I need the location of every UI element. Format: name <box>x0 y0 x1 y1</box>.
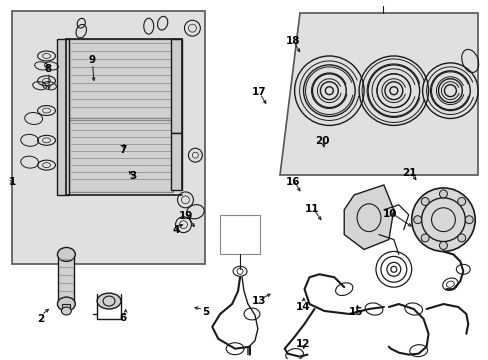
Bar <box>69 39 172 118</box>
Text: 13: 13 <box>251 296 266 306</box>
Bar <box>170 39 182 133</box>
Ellipse shape <box>439 190 447 198</box>
Text: 7: 7 <box>119 145 126 155</box>
Text: 20: 20 <box>314 136 329 146</box>
Ellipse shape <box>411 188 474 251</box>
Ellipse shape <box>57 297 75 311</box>
Text: 8: 8 <box>44 64 52 74</box>
Text: 15: 15 <box>348 307 363 317</box>
Text: 3: 3 <box>129 171 136 181</box>
Polygon shape <box>344 185 393 249</box>
Text: 19: 19 <box>179 211 193 221</box>
Text: 2: 2 <box>37 314 44 324</box>
Ellipse shape <box>413 216 421 224</box>
Text: 6: 6 <box>120 312 126 323</box>
Ellipse shape <box>464 216 472 224</box>
Bar <box>62 304 70 311</box>
Polygon shape <box>279 13 477 175</box>
Ellipse shape <box>457 234 465 242</box>
Ellipse shape <box>457 198 465 206</box>
Text: 1: 1 <box>9 177 16 187</box>
Text: 14: 14 <box>295 302 309 312</box>
Ellipse shape <box>420 198 428 206</box>
Text: 9: 9 <box>88 55 95 65</box>
Text: 4: 4 <box>173 225 180 235</box>
Text: 12: 12 <box>295 339 309 349</box>
Text: 18: 18 <box>285 36 300 46</box>
Bar <box>69 121 172 192</box>
Text: 16: 16 <box>285 177 300 187</box>
Text: 5: 5 <box>202 307 209 317</box>
Text: 17: 17 <box>251 87 266 98</box>
Text: 10: 10 <box>382 209 397 219</box>
Bar <box>57 39 69 195</box>
Text: 21: 21 <box>402 168 416 178</box>
Bar <box>59 255 74 304</box>
Text: 11: 11 <box>305 203 319 213</box>
Bar <box>170 133 182 190</box>
Bar <box>220 215 259 255</box>
Ellipse shape <box>97 293 121 309</box>
Ellipse shape <box>420 234 428 242</box>
Ellipse shape <box>439 242 447 249</box>
Ellipse shape <box>61 307 71 315</box>
Ellipse shape <box>57 247 75 261</box>
Bar <box>12 11 205 264</box>
